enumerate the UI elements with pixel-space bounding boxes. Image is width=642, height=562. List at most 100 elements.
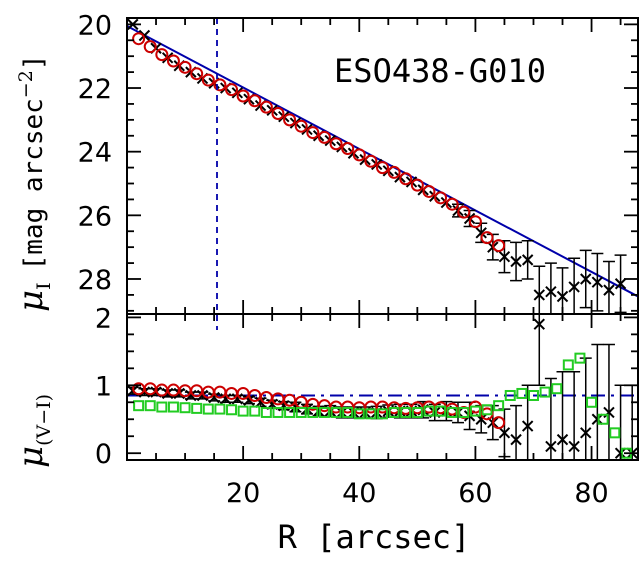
data-point: [516, 387, 528, 399]
data-point: [278, 110, 290, 123]
bottom-frame: [126, 313, 639, 461]
data-point: [237, 405, 249, 417]
data-point: [271, 106, 285, 120]
data-point: [423, 405, 435, 417]
data-point: [231, 393, 244, 405]
data-point: [580, 273, 592, 285]
data-point: [341, 141, 355, 155]
bottom-panel: 0 1 2 20 40 60 80: [95, 303, 639, 509]
data-point: [201, 73, 215, 87]
data-point: [289, 401, 302, 413]
data-point: [260, 406, 272, 418]
top-series-open-circle: [132, 32, 506, 253]
data-point: [243, 394, 255, 406]
data-point: [463, 212, 476, 225]
data-point: [481, 404, 493, 416]
data-point: [214, 403, 226, 415]
data-point: [388, 406, 400, 418]
data-point: [178, 60, 192, 74]
data-point: [609, 427, 621, 439]
x-tick-label: 80: [574, 478, 608, 509]
data-point: [370, 158, 383, 171]
data-point: [533, 289, 545, 301]
data-point: [248, 94, 262, 108]
top-ylabel-unit-exp: −2: [15, 70, 37, 98]
data-point: [568, 440, 580, 453]
bottom-ylabel-subscript: (V−I): [33, 394, 55, 446]
x-tick-label: 60: [458, 478, 492, 509]
top-ylabel-unit: [mag arcsec: [19, 98, 49, 270]
data-point: [284, 406, 296, 418]
data-point: [289, 117, 302, 129]
data-point: [527, 389, 539, 401]
data-point: [353, 408, 365, 420]
x-tick-label: 20: [226, 478, 260, 509]
data-point: [400, 406, 412, 418]
data-point: [480, 231, 494, 245]
top-y-axis-title: μI [mag arcsec−2]: [11, 55, 55, 312]
data-point: [492, 416, 506, 430]
data-point: [434, 191, 448, 205]
data-point: [387, 165, 401, 179]
data-point: [493, 400, 505, 412]
data-point: [551, 383, 563, 395]
bottom-y-tick-label: 0: [95, 439, 112, 470]
svg-text:μ(V−I): μ(V−I): [11, 394, 55, 468]
data-point: [545, 440, 557, 453]
data-point: [295, 406, 307, 418]
data-point: [225, 83, 239, 97]
data-point: [336, 406, 348, 419]
data-point: [324, 134, 336, 147]
data-point: [179, 402, 191, 414]
data-point: [156, 401, 168, 413]
data-point: [435, 405, 447, 417]
bottom-ylabel-symbol: μ: [11, 446, 51, 468]
svg-text:μI[mag arcsec−2]: μI [mag arcsec−2]: [11, 55, 55, 312]
top-y-tick-label: 24: [78, 138, 112, 169]
data-point: [365, 408, 377, 420]
data-point: [220, 393, 232, 405]
data-point: [539, 386, 551, 398]
top-plot-area: [127, 18, 638, 314]
data-point: [144, 400, 156, 412]
data-point: [352, 148, 366, 162]
x-axis-title: R [arcsec]: [278, 518, 471, 556]
top-y-tick-label: 28: [78, 265, 112, 296]
data-point: [562, 359, 574, 371]
data-point: [510, 255, 522, 268]
data-point: [202, 403, 214, 415]
data-point: [294, 119, 308, 133]
annotation-galaxy-name: ESO438-G010: [334, 52, 546, 90]
data-point: [580, 427, 592, 439]
data-point: [138, 386, 151, 398]
data-point: [556, 433, 569, 446]
data-point: [458, 406, 470, 418]
bottom-series-open-square: [133, 352, 632, 459]
data-point: [190, 67, 204, 81]
data-point: [568, 281, 580, 293]
data-point: [259, 100, 273, 114]
bottom-plot-area: [127, 314, 638, 460]
top-ylabel-unit-close: ]: [19, 55, 49, 71]
data-point: [521, 420, 534, 432]
data-point: [155, 48, 169, 62]
data-point: [330, 406, 342, 418]
data-point: [498, 427, 511, 439]
data-point: [317, 130, 331, 144]
data-point: [492, 239, 506, 253]
data-point: [208, 391, 220, 404]
data-point: [468, 215, 482, 229]
data-point: [469, 405, 481, 417]
data-point: [143, 40, 157, 54]
data-point: [283, 113, 297, 127]
data-point: [132, 32, 146, 46]
top-ylabel-symbol: μ: [11, 290, 51, 312]
data-point: [556, 290, 569, 303]
data-point: [272, 406, 284, 418]
data-point: [283, 393, 297, 407]
data-point: [213, 78, 227, 92]
data-point: [226, 404, 238, 416]
data-point: [133, 400, 145, 412]
data-point: [510, 433, 522, 446]
top-y-tick-label: 20: [78, 10, 112, 41]
